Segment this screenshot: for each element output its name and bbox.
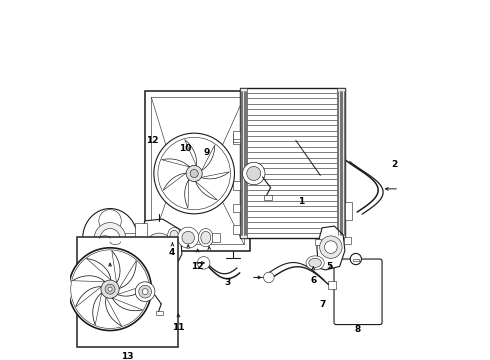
Circle shape (190, 170, 198, 177)
Ellipse shape (168, 228, 181, 244)
Bar (315, 239, 321, 246)
Text: 11: 11 (172, 323, 185, 332)
Bar (122, 233, 138, 244)
Circle shape (154, 133, 235, 214)
Ellipse shape (306, 256, 324, 270)
Text: 13: 13 (122, 352, 134, 360)
Text: 10: 10 (179, 144, 192, 153)
Circle shape (350, 253, 362, 265)
Ellipse shape (170, 230, 178, 242)
Text: 8: 8 (354, 325, 360, 334)
Bar (212, 233, 220, 242)
Circle shape (319, 236, 342, 258)
Polygon shape (136, 219, 182, 273)
Circle shape (108, 287, 112, 291)
Text: 2: 2 (391, 160, 397, 169)
Bar (344, 237, 351, 244)
Text: 9: 9 (203, 148, 210, 157)
Circle shape (182, 231, 195, 244)
Circle shape (93, 246, 110, 263)
Bar (145, 91, 250, 251)
Bar (233, 181, 240, 190)
Text: 3: 3 (224, 278, 231, 287)
Bar (233, 135, 240, 144)
Bar (156, 311, 163, 315)
Text: 12: 12 (146, 136, 158, 145)
Text: 5: 5 (326, 262, 332, 271)
Circle shape (178, 227, 199, 248)
Ellipse shape (198, 229, 213, 247)
Circle shape (264, 272, 274, 283)
Circle shape (243, 162, 265, 185)
Circle shape (94, 222, 126, 254)
Circle shape (153, 241, 166, 253)
Circle shape (105, 284, 115, 294)
Bar (345, 202, 352, 220)
Text: 6: 6 (310, 276, 317, 285)
Bar (135, 222, 147, 254)
FancyBboxPatch shape (334, 259, 382, 325)
Bar (353, 259, 359, 261)
Bar (328, 281, 336, 289)
Circle shape (186, 166, 202, 181)
Text: 7: 7 (319, 301, 325, 310)
Bar (77, 237, 178, 347)
Circle shape (135, 282, 155, 301)
Ellipse shape (201, 231, 211, 244)
Circle shape (145, 233, 173, 261)
Bar (233, 131, 240, 139)
Bar (233, 225, 240, 234)
Text: 1: 1 (298, 197, 304, 206)
Circle shape (99, 210, 121, 232)
Circle shape (197, 257, 210, 269)
Circle shape (101, 280, 119, 298)
Bar (240, 87, 247, 238)
Circle shape (100, 229, 120, 248)
Ellipse shape (309, 258, 321, 267)
Text: 4: 4 (168, 248, 174, 257)
Text: 12: 12 (192, 262, 204, 271)
Polygon shape (317, 226, 345, 270)
Bar (264, 195, 272, 200)
Bar (233, 133, 240, 141)
Circle shape (139, 285, 151, 298)
Circle shape (324, 241, 337, 253)
Bar (233, 204, 240, 212)
Polygon shape (83, 208, 137, 268)
Circle shape (142, 289, 148, 294)
Circle shape (247, 166, 261, 180)
Bar (240, 87, 345, 238)
Bar (151, 98, 244, 244)
Bar (337, 87, 345, 238)
Circle shape (69, 248, 151, 330)
